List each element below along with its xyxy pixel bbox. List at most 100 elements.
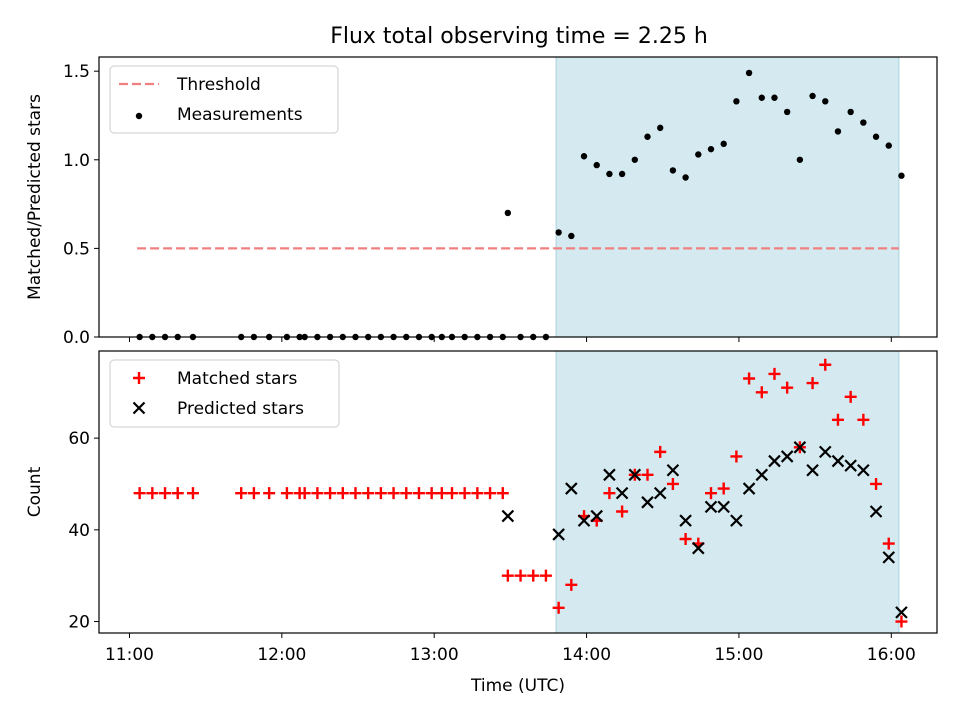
predicted-star-point <box>704 500 718 514</box>
y-tick-label: 0.0 <box>63 328 90 348</box>
matched-star-point <box>324 487 337 500</box>
matched-star-point <box>666 477 679 490</box>
predicted-star-point <box>603 468 616 482</box>
predicted-star-point <box>717 500 730 514</box>
predicted-star-point <box>869 505 883 518</box>
predicted-star-point <box>692 541 705 555</box>
measurement-point <box>606 170 613 178</box>
matched-star-point <box>565 578 578 591</box>
measurement-point <box>809 92 816 100</box>
measurement-point <box>745 69 753 77</box>
predicted-star-point <box>730 514 743 527</box>
predicted-star-point <box>793 441 807 454</box>
observing-window-shade <box>555 56 900 338</box>
chart-title: Flux total observing time = 2.25 h <box>330 24 708 49</box>
predicted-star-point <box>780 450 794 463</box>
matched-star-point <box>895 615 908 628</box>
predicted-star-point <box>653 486 667 500</box>
predicted-star-point <box>577 514 591 527</box>
measurement-point <box>644 133 651 140</box>
top-panel: 0.0 0.5 1.0 1.5 Matched/Predicted stars Thres… <box>25 56 938 348</box>
matched-star-point <box>755 386 768 399</box>
matched-star-point <box>857 413 870 426</box>
x-tick-label: 11:00 <box>105 645 154 665</box>
legend-matched-swatch <box>133 372 145 384</box>
measurement-point <box>758 94 765 101</box>
measurement-point <box>847 108 854 116</box>
matched-star-point <box>471 487 484 500</box>
legend: Matched stars Predicted stars <box>109 359 340 428</box>
matched-star-point <box>412 487 425 500</box>
x-tick-label: 13:00 <box>410 645 459 665</box>
matched-star-point <box>819 358 832 371</box>
matched-star-point <box>146 487 159 500</box>
measurement-point <box>504 209 512 217</box>
matched-star-point <box>831 413 844 426</box>
measurement-point <box>834 128 842 135</box>
measurement-point <box>822 98 829 105</box>
measurement-point <box>695 151 702 158</box>
axes-frame <box>98 56 938 338</box>
predicted-star-point <box>641 496 654 509</box>
predicted-star-point <box>590 509 603 523</box>
legend-label: Predicted stars <box>177 399 304 419</box>
matched-star-point <box>425 487 438 500</box>
y-tick-label: 60 <box>68 429 90 449</box>
matched-star-point <box>743 372 756 385</box>
matched-star-point <box>171 487 184 500</box>
matched-star-point <box>806 377 819 390</box>
matched-star-point <box>514 569 527 582</box>
measurement-point <box>682 174 689 181</box>
predicted-star-point <box>818 445 832 459</box>
matched-star-point <box>263 487 276 500</box>
legend-measurement-swatch <box>135 112 143 120</box>
predicted-star-point <box>501 509 515 523</box>
matched-star-point <box>336 487 349 500</box>
measurement-point <box>657 124 664 132</box>
measurement-point <box>733 98 740 105</box>
measurement-point <box>783 108 791 116</box>
x-tick-label: 14:00 <box>562 645 611 665</box>
measurement-point <box>631 156 639 163</box>
x-tick-label: 16:00 <box>867 645 916 665</box>
matched-star-point <box>654 445 667 458</box>
y-axis-label: Matched/Predicted stars <box>25 94 45 300</box>
measurement-point <box>771 94 778 101</box>
matched-star-point <box>280 487 293 500</box>
matched-star-point <box>539 569 552 582</box>
matched-star-point <box>717 482 730 495</box>
predicted-star-point <box>882 551 896 564</box>
matched-star-point <box>186 487 199 500</box>
predicted-star-point <box>679 514 692 527</box>
matched-star-point <box>882 537 895 550</box>
predicted-star-point <box>857 463 870 477</box>
matched-star-point <box>679 533 692 545</box>
matched-star-point <box>247 487 260 500</box>
predicted-star-point <box>565 482 578 495</box>
predicted-star-point <box>768 454 781 468</box>
legend-label: Threshold <box>176 75 261 95</box>
legend-predicted-swatch <box>132 401 146 415</box>
matched-star-point <box>133 487 146 500</box>
matched-star-point <box>844 390 857 403</box>
matched-star-point <box>781 381 794 394</box>
matched-star-point <box>311 487 324 500</box>
predicted-star-point <box>831 454 845 468</box>
matched-star-point <box>458 487 471 500</box>
predicted-star-point <box>742 482 756 495</box>
measurement-point <box>669 167 677 174</box>
bottom-panel: 20 40 60 11:00 12:00 13:00 14:00 15:00 16:00 Coun… <box>25 350 938 696</box>
predicted-star-point <box>615 486 629 500</box>
measurement-point <box>580 153 588 160</box>
measurement-point <box>593 161 600 169</box>
matched-star-point <box>484 487 497 500</box>
matched-star-point <box>496 487 509 500</box>
matched-star-point <box>603 487 616 500</box>
y-tick-label: 20 <box>68 613 90 633</box>
measurement-point <box>707 145 715 153</box>
measurement-point <box>885 142 892 149</box>
matched-star-point <box>374 487 387 500</box>
predicted-star-point <box>844 459 857 472</box>
matched-star-point <box>435 487 448 500</box>
